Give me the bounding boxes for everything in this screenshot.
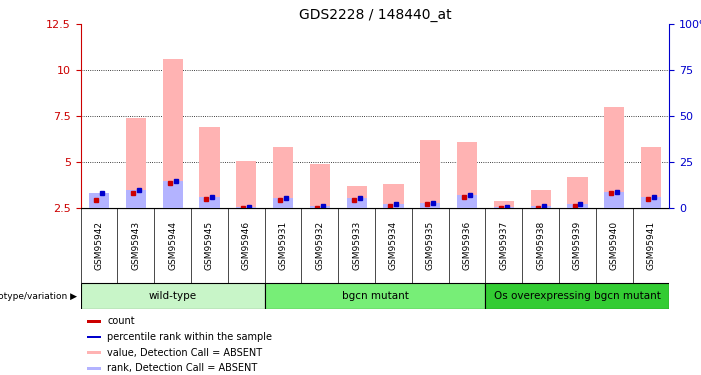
Text: GSM95937: GSM95937	[499, 221, 508, 270]
Text: count: count	[107, 316, 135, 326]
Bar	[383, 204, 404, 208]
Bar	[199, 127, 219, 208]
Bar	[457, 195, 477, 208]
Bar	[346, 186, 367, 208]
Bar	[163, 182, 183, 208]
Title: GDS2228 / 148440_at: GDS2228 / 148440_at	[299, 8, 451, 22]
Bar	[531, 190, 551, 208]
Text: GSM95939: GSM95939	[573, 221, 582, 270]
Bar	[163, 59, 183, 208]
Bar	[567, 204, 587, 208]
Text: GSM95934: GSM95934	[389, 221, 398, 270]
Bar	[485, 283, 669, 309]
Text: GSM95931: GSM95931	[278, 221, 287, 270]
Bar	[86, 320, 101, 322]
Text: GSM95941: GSM95941	[646, 221, 655, 270]
Text: GSM95935: GSM95935	[426, 221, 435, 270]
Bar	[86, 336, 101, 338]
Text: GSM95940: GSM95940	[610, 221, 619, 270]
Text: GSM95933: GSM95933	[352, 221, 361, 270]
Bar	[89, 194, 109, 208]
Bar	[457, 142, 477, 208]
Text: value, Detection Call = ABSENT: value, Detection Call = ABSENT	[107, 348, 262, 358]
Bar	[604, 192, 625, 208]
Bar	[494, 201, 514, 208]
Text: GSM95946: GSM95946	[242, 221, 251, 270]
Bar	[310, 206, 330, 208]
Bar	[383, 184, 404, 208]
Bar	[420, 202, 440, 208]
Bar	[199, 197, 219, 208]
Bar	[236, 207, 257, 208]
Text: GSM95945: GSM95945	[205, 221, 214, 270]
Bar	[125, 118, 146, 208]
Bar	[346, 198, 367, 208]
Bar	[265, 283, 485, 309]
Bar	[81, 283, 265, 309]
Text: GSM95938: GSM95938	[536, 221, 545, 270]
Bar	[125, 190, 146, 208]
Text: GSM95932: GSM95932	[315, 221, 325, 270]
Text: bgcn mutant: bgcn mutant	[341, 291, 409, 301]
Text: GSM95936: GSM95936	[463, 221, 472, 270]
Bar	[310, 164, 330, 208]
Bar	[567, 177, 587, 208]
Text: GSM95944: GSM95944	[168, 221, 177, 270]
Bar	[604, 107, 625, 208]
Bar	[86, 351, 101, 354]
Text: percentile rank within the sample: percentile rank within the sample	[107, 332, 272, 342]
Text: rank, Detection Call = ABSENT: rank, Detection Call = ABSENT	[107, 363, 257, 374]
Bar	[273, 198, 293, 208]
Text: genotype/variation ▶: genotype/variation ▶	[0, 292, 77, 301]
Bar	[531, 206, 551, 208]
Bar	[641, 197, 661, 208]
Bar	[641, 147, 661, 208]
Bar	[494, 207, 514, 208]
Bar	[420, 140, 440, 208]
Bar	[236, 161, 257, 208]
Bar	[89, 199, 109, 208]
Bar	[86, 367, 101, 370]
Text: Os overexpressing bgcn mutant: Os overexpressing bgcn mutant	[494, 291, 661, 301]
Text: GSM95943: GSM95943	[131, 221, 140, 270]
Bar	[273, 147, 293, 208]
Text: GSM95942: GSM95942	[95, 221, 104, 270]
Text: wild-type: wild-type	[149, 291, 197, 301]
